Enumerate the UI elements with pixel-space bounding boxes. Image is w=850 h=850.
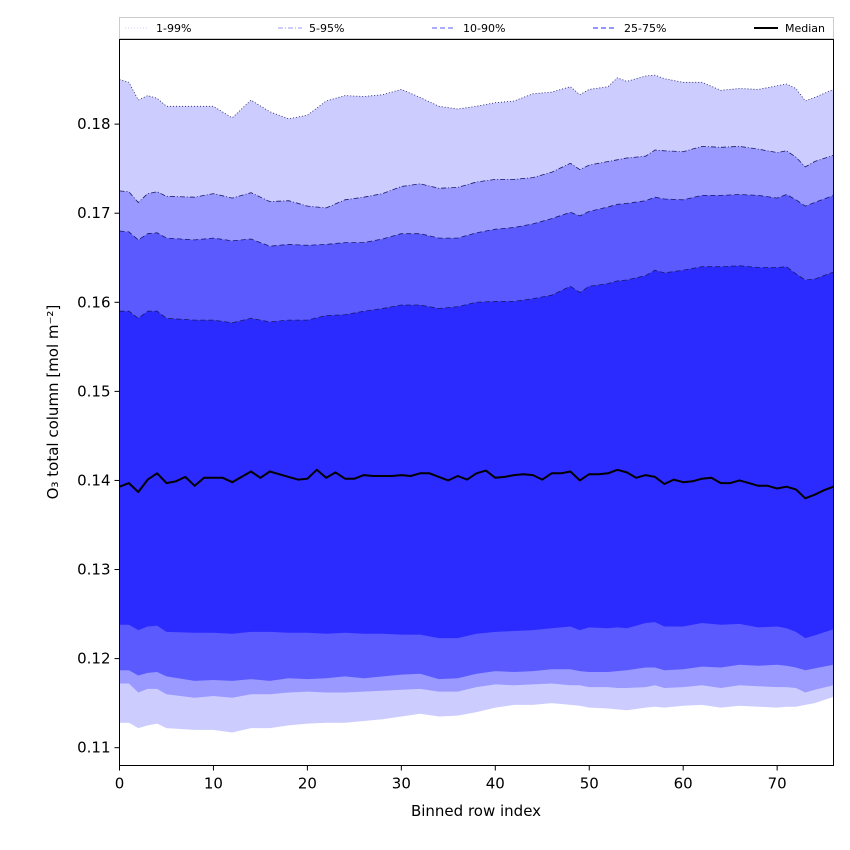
bands-layer	[119, 75, 834, 733]
legend-label-1-99: 1-99%	[156, 22, 191, 35]
legend-label-25-75: 25-75%	[624, 22, 666, 35]
legend-label-5-95: 5-95%	[309, 22, 344, 35]
y-axis: 0.11 0.12 0.13 0.14 0.15 0.16 0.17 0.18	[77, 115, 120, 757]
band-upper-line-1-99	[119, 74, 834, 120]
x-tick-label-30: 30	[392, 775, 411, 793]
x-tick-label-50: 50	[580, 775, 599, 793]
y-axis-label: O₃ total column [mol m⁻²]	[44, 305, 62, 500]
y-tick-label-7: 0.18	[77, 115, 110, 133]
legend-label-10-90: 10-90%	[463, 22, 505, 35]
x-tick-label-40: 40	[486, 775, 505, 793]
median-line	[119, 468, 834, 500]
y-tick-label-4: 0.15	[77, 382, 110, 400]
x-tick-label-20: 20	[298, 775, 317, 793]
x-axis-label: Binned row index	[411, 802, 541, 820]
x-tick-label-70: 70	[768, 775, 787, 793]
y-tick-label-2: 0.13	[77, 561, 110, 579]
plot-frame	[119, 39, 834, 766]
legend-label-median: Median	[785, 22, 825, 35]
y-tick-label-1: 0.12	[77, 650, 110, 668]
band-area-25-75	[119, 265, 834, 639]
y-tick-label-3: 0.14	[77, 471, 110, 489]
y-tick-label-5: 0.16	[77, 293, 110, 311]
y-tick-label-6: 0.17	[77, 204, 110, 222]
legend-box	[119, 17, 834, 39]
x-tick-label-0: 0	[115, 775, 125, 793]
band-upper-line-5-95	[119, 145, 834, 209]
y-tick-label-0: 0.11	[77, 739, 110, 757]
x-axis: 0 10 20 30 40 50 60 70	[115, 765, 787, 793]
band-lines-layer	[119, 74, 834, 324]
x-tick-label-10: 10	[204, 775, 223, 793]
x-tick-label-60: 60	[674, 775, 693, 793]
band-upper-line-25-75	[119, 265, 834, 324]
legend: 1-99% 5-95% 10-90% 25-75% Median	[119, 17, 834, 39]
median-layer	[119, 468, 834, 500]
band-upper-line-10-90	[119, 194, 834, 247]
